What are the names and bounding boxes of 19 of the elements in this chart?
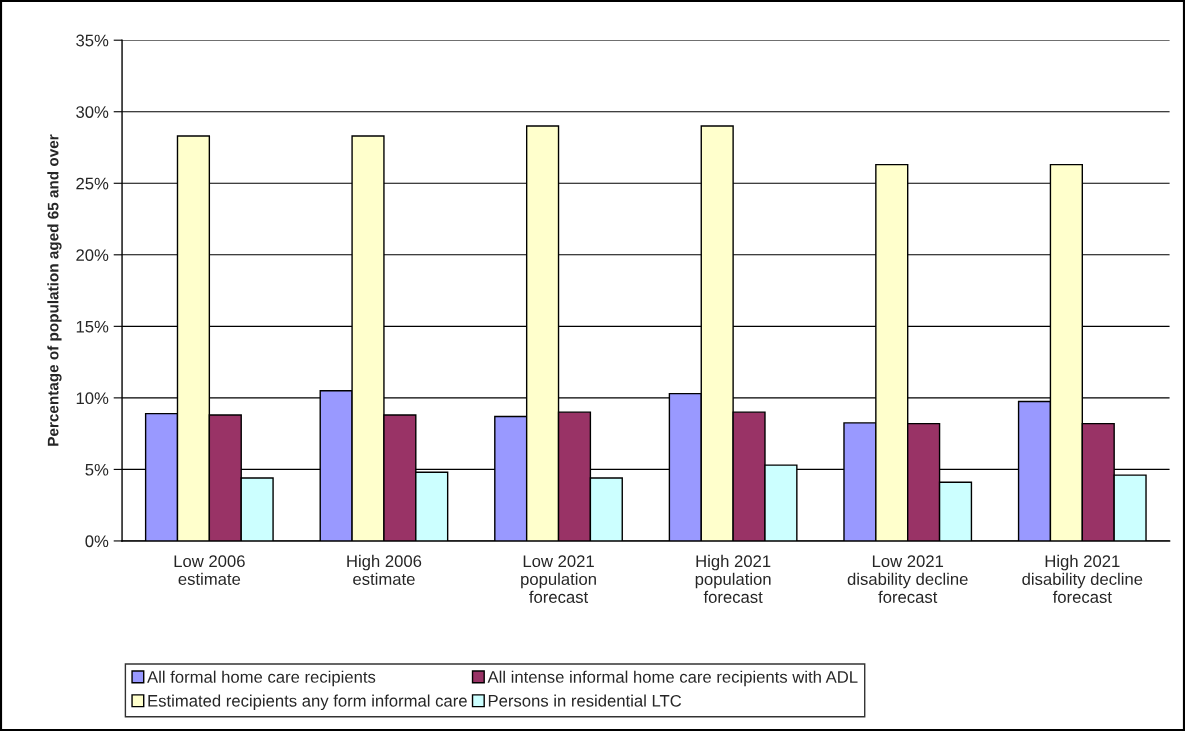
y-tick-label: 5% xyxy=(85,463,109,476)
legend-label: All intense informal home care recipients with ADL xyxy=(487,670,858,687)
legend-label: Persons in residential LTC xyxy=(488,694,682,707)
y-tick-label: 25% xyxy=(76,177,109,190)
y-tick-label: 35% xyxy=(76,34,109,47)
x-tick-label: High 2006 estimate xyxy=(347,554,422,586)
x-tick-label: High 2021 disability decline forecast xyxy=(1022,554,1143,603)
y-tick-label: 30% xyxy=(76,106,109,118)
y-tick-label: 0% xyxy=(85,535,109,548)
y-axis-title: Percentage of population aged 65 and over xyxy=(47,134,62,446)
legend-label: Estimated recipients any form informal care xyxy=(148,694,467,711)
x-tick-label: High 2021 population forecast xyxy=(695,554,771,603)
x-tick-label: Low 2021 disability decline forecast xyxy=(847,555,968,603)
x-tick-label: Low 2006 estimate xyxy=(174,555,245,586)
y-tick-label: 15% xyxy=(76,320,109,333)
x-tick-label: Low 2021 population forecast xyxy=(521,555,596,603)
y-tick-label: 10% xyxy=(76,392,109,405)
legend-label: All formal home care recipients xyxy=(147,670,376,687)
y-tick-label: 20% xyxy=(76,249,109,262)
